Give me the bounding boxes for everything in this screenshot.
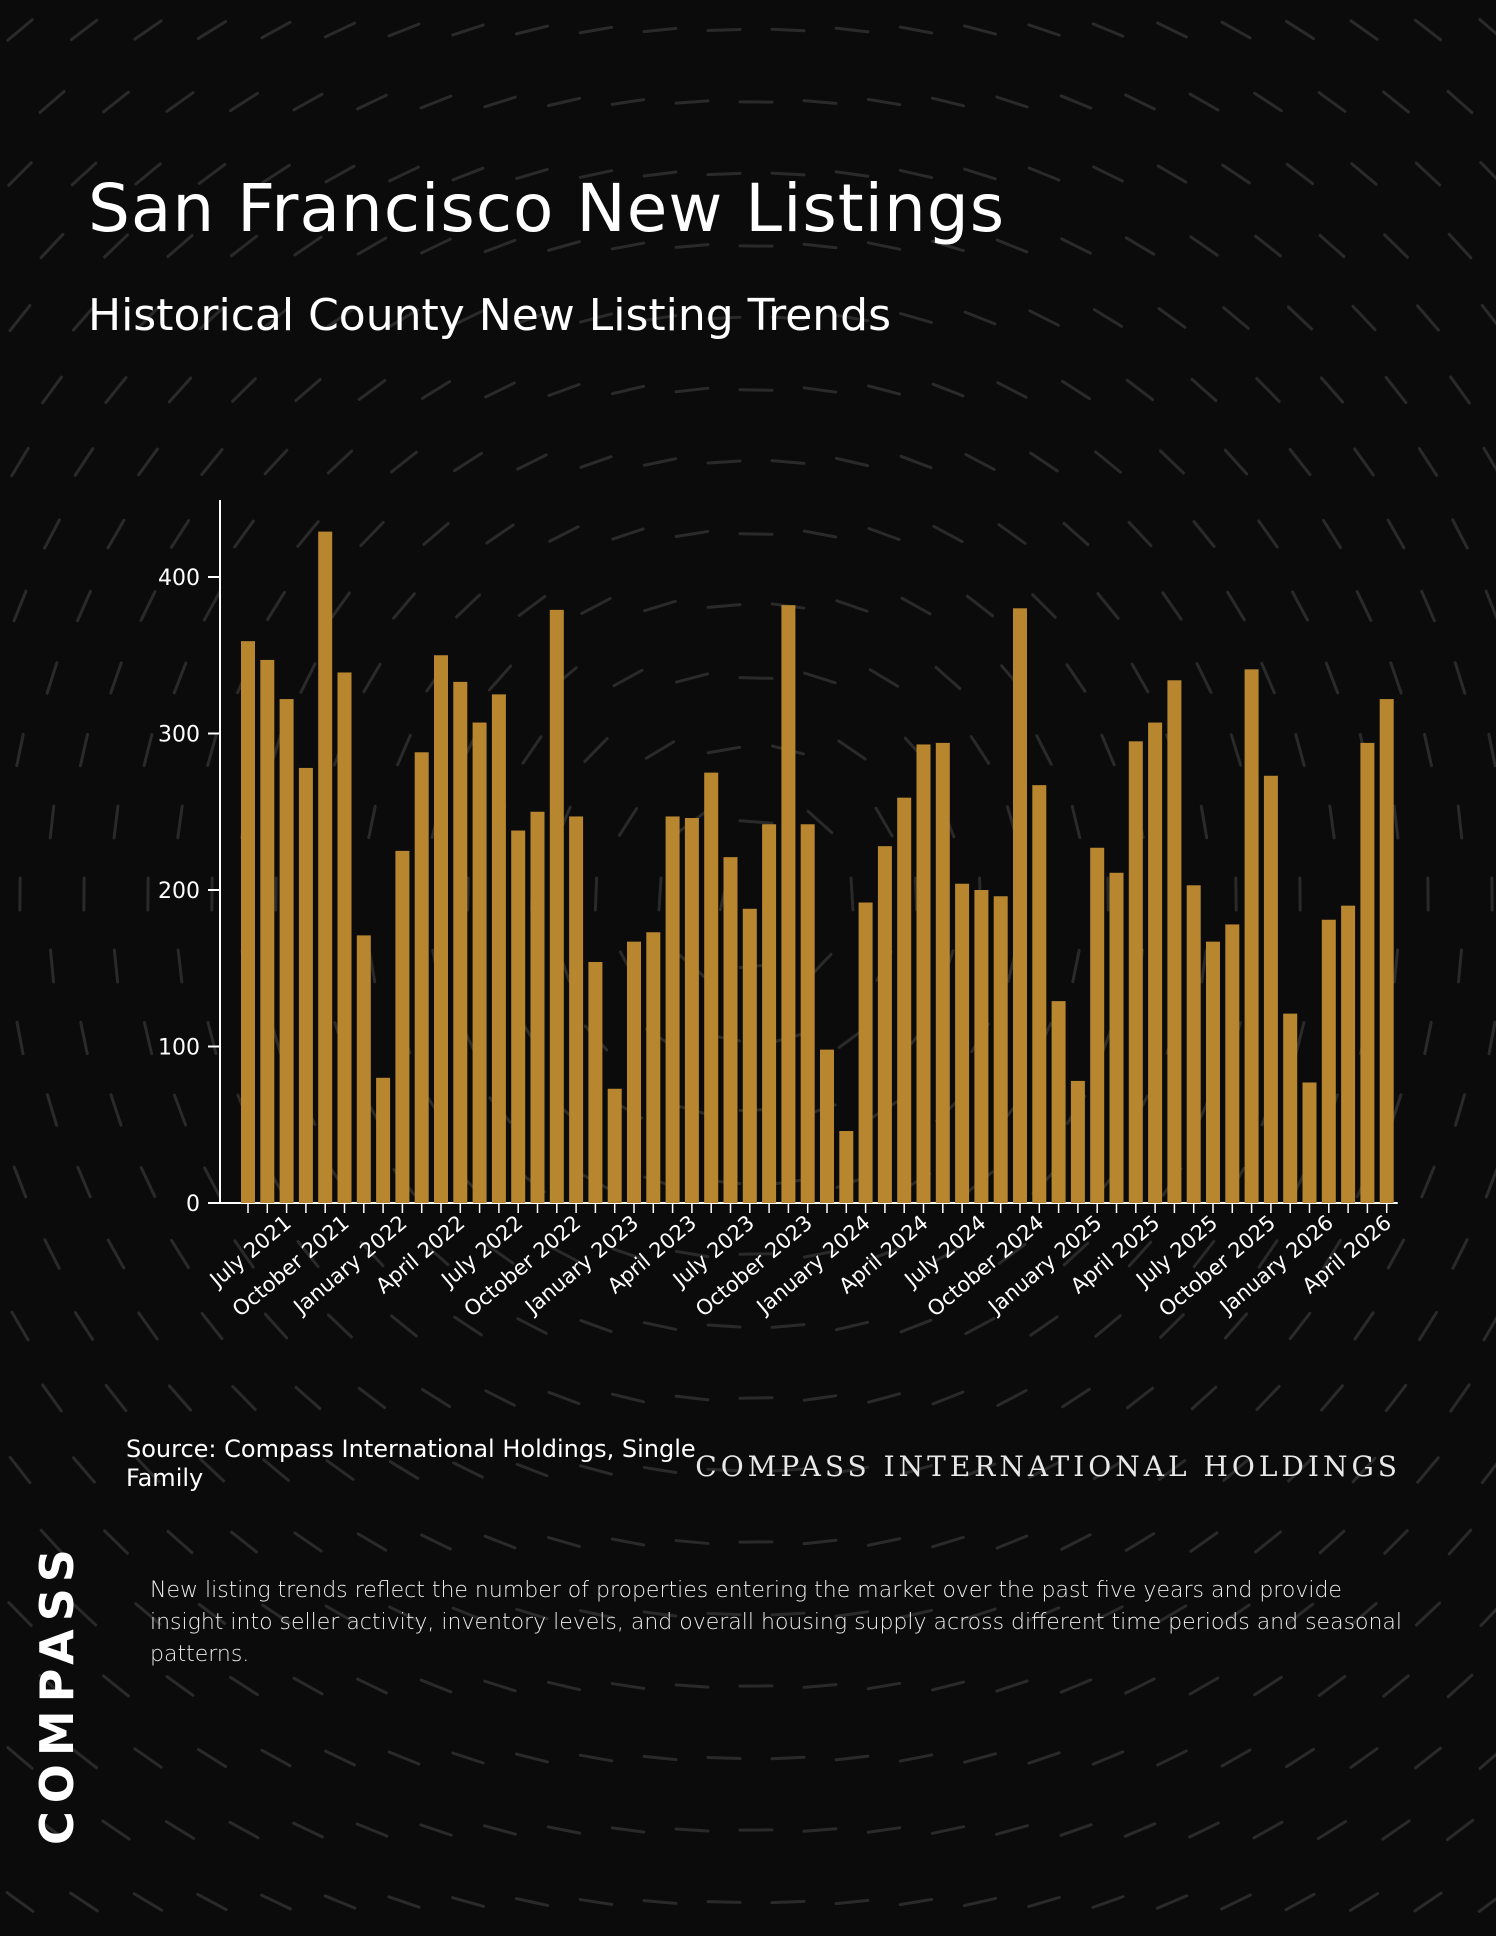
bar-2024-04 <box>916 744 931 1203</box>
description-text: New listing trends reflect the number of… <box>150 1578 1403 1667</box>
bar-2022-11 <box>588 961 603 1203</box>
bar-2023-12 <box>839 1131 854 1203</box>
bar-2021-11 <box>356 935 371 1203</box>
bar-2023-05 <box>704 772 719 1203</box>
bar-2024-05 <box>935 742 950 1203</box>
bar-2023-06 <box>723 857 738 1203</box>
bar-2024-03 <box>897 797 912 1203</box>
bar-2025-05 <box>1167 680 1182 1203</box>
bar-2025-09 <box>1244 669 1259 1203</box>
bar-2025-01 <box>1090 847 1105 1203</box>
bar-2024-08 <box>993 896 1008 1203</box>
bar-2026-03 <box>1360 742 1375 1203</box>
bar-2022-03 <box>434 655 448 1203</box>
bar-2024-09 <box>1013 608 1027 1203</box>
bar-2024-01 <box>858 902 873 1203</box>
bar-2022-09 <box>549 609 564 1203</box>
bar-2025-07 <box>1206 941 1220 1203</box>
bar-2021-09 <box>318 531 333 1203</box>
bar-2023-08 <box>762 824 777 1203</box>
bar-2024-11 <box>1051 1001 1066 1203</box>
brand-wordmark: COMPASS INTERNATIONAL HOLDINGS <box>695 1450 1401 1483</box>
bar-2022-01 <box>395 850 410 1203</box>
bar-2022-08 <box>530 811 545 1203</box>
bar-2026-01 <box>1321 919 1336 1203</box>
bar-2024-02 <box>877 846 892 1203</box>
bar-2024-10 <box>1032 785 1047 1203</box>
bar-2022-05 <box>472 722 487 1203</box>
bar-2023-04 <box>684 818 699 1203</box>
bar-2022-04 <box>453 681 468 1203</box>
page-title: San Francisco New Listings <box>88 170 1006 247</box>
bar-2023-03 <box>665 816 680 1203</box>
bar-2023-10 <box>800 824 815 1203</box>
source-note: Source: Compass International Holdings, … <box>126 1435 696 1492</box>
y-tick-label: 400 <box>158 566 200 591</box>
bar-2025-08 <box>1225 924 1240 1203</box>
bar-2021-08 <box>298 767 313 1203</box>
bar-2024-07 <box>974 890 989 1203</box>
y-tick-label: 0 <box>186 1192 200 1217</box>
bar-2021-12 <box>376 1077 391 1203</box>
y-tick-label: 300 <box>158 723 200 748</box>
page-subtitle: Historical County New Listing Trends <box>88 290 892 341</box>
bar-2022-07 <box>511 830 526 1203</box>
bar-2026-04 <box>1379 699 1394 1203</box>
y-tick-label: 100 <box>158 1036 200 1061</box>
bar-2025-02 <box>1109 872 1124 1203</box>
compass-logo: COMPASS <box>30 1541 84 1845</box>
bar-2023-11 <box>820 1049 834 1203</box>
bar-2022-12 <box>607 1088 622 1203</box>
bar-2025-03 <box>1128 741 1143 1203</box>
bar-2026-02 <box>1341 905 1356 1203</box>
bar-2023-02 <box>646 932 661 1203</box>
bar-2025-04 <box>1148 722 1163 1203</box>
bar-2024-06 <box>955 883 970 1203</box>
bar-2023-01 <box>627 941 641 1203</box>
bar-2021-06 <box>260 659 275 1203</box>
bar-2025-12 <box>1302 1082 1317 1203</box>
bar-2021-10 <box>337 672 352 1203</box>
bar-2022-10 <box>569 816 584 1203</box>
bar-2023-09 <box>781 605 796 1203</box>
bar-2021-07 <box>279 699 294 1203</box>
bar-2021-05 <box>241 641 255 1203</box>
y-tick-label: 200 <box>158 879 200 904</box>
bar-2025-06 <box>1186 885 1201 1203</box>
bar-2022-06 <box>491 694 506 1203</box>
bar-2024-12 <box>1070 1080 1085 1203</box>
bar-2023-07 <box>742 908 757 1203</box>
bar-2025-10 <box>1263 775 1278 1203</box>
bar-2022-02 <box>414 752 429 1203</box>
bar-2025-11 <box>1283 1013 1298 1203</box>
